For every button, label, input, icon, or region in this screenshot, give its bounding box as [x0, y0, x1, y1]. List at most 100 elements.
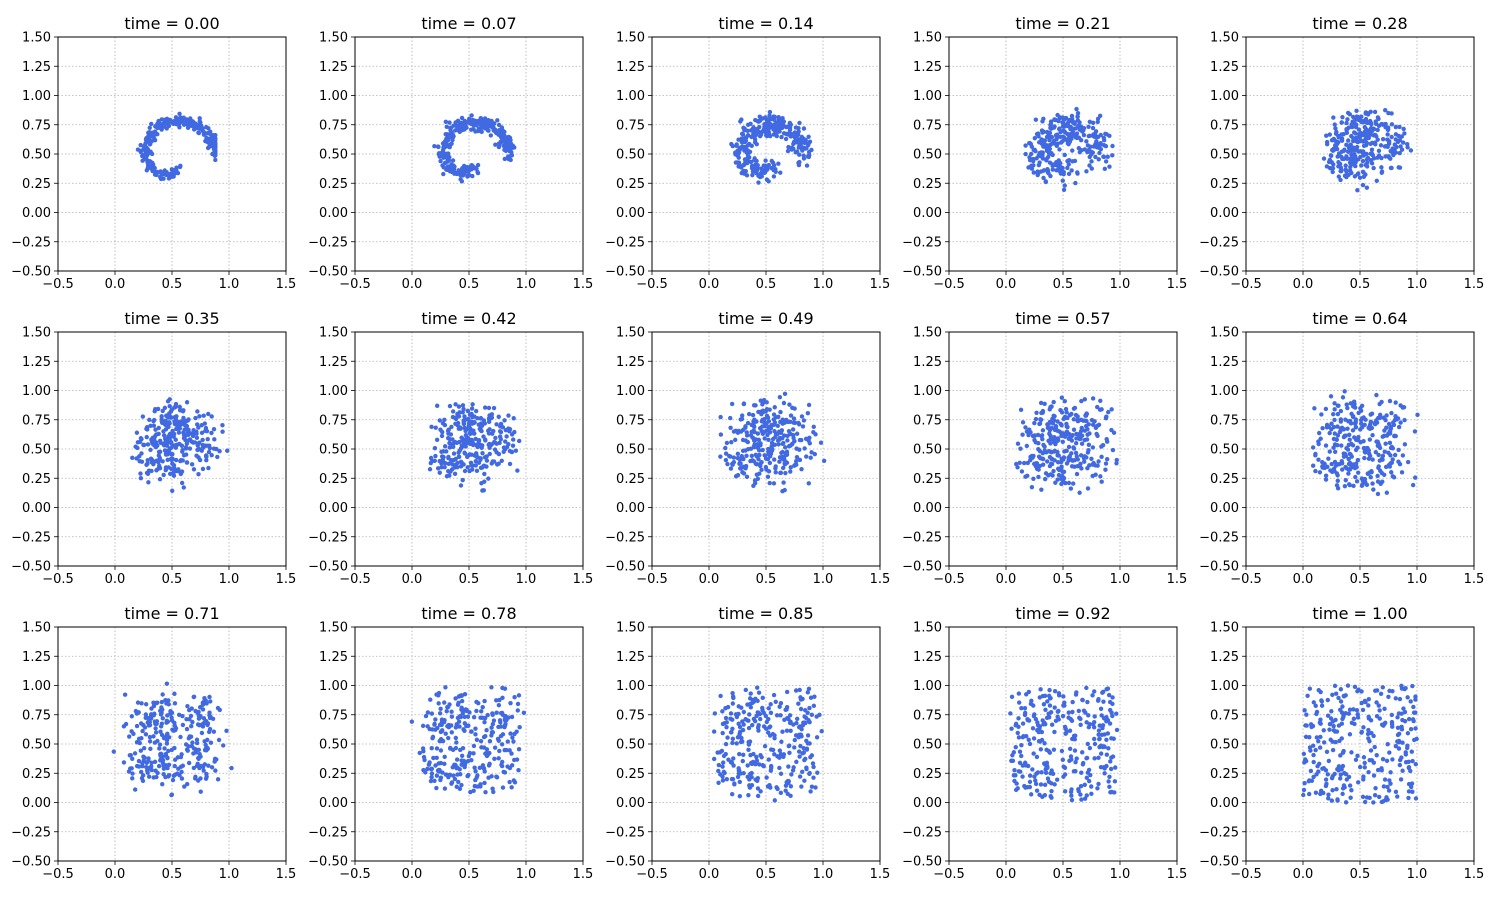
scatter-point: [737, 460, 743, 465]
scatter-point: [1089, 166, 1094, 171]
scatter-point: [766, 469, 772, 474]
scatter-point: [497, 429, 503, 434]
scatter-point: [169, 747, 174, 753]
scatter-point: [821, 458, 827, 463]
scatter-point: [462, 692, 468, 697]
scatter-point: [1103, 467, 1108, 472]
scatter-point: [1096, 781, 1101, 787]
x-tick-label: 0.0: [402, 867, 423, 882]
scatter-point: [136, 764, 142, 769]
scatter-point: [764, 719, 769, 725]
scatter-point: [763, 464, 769, 470]
scatter-point: [200, 466, 206, 472]
scatter-point: [1094, 431, 1099, 437]
scatter-point: [1045, 129, 1050, 135]
scatter-point: [148, 447, 153, 453]
scatter-point: [1043, 707, 1048, 713]
scatter-point: [1389, 470, 1394, 475]
x-tick-label: 0.5: [459, 277, 480, 292]
x-tick-label: −0.5: [339, 277, 371, 292]
scatter-point: [182, 433, 187, 439]
scatter-point: [167, 171, 172, 177]
scatter-point: [1049, 788, 1054, 794]
scatter-point: [754, 168, 759, 174]
scatter-point: [1389, 111, 1394, 116]
scatter-point: [1323, 443, 1329, 448]
scatter-point: [1365, 111, 1370, 116]
scatter-point: [1383, 441, 1388, 446]
scatter-point: [1364, 164, 1370, 169]
scatter-point: [190, 431, 196, 436]
scatter-point: [1354, 108, 1359, 114]
scatter-point: [1087, 119, 1093, 125]
scatter-point: [1016, 716, 1021, 721]
scatter-point: [164, 741, 170, 746]
scatter-point: [1066, 157, 1072, 163]
scatter-point: [1374, 688, 1380, 693]
scatter-point: [782, 433, 787, 438]
scatter-point: [484, 454, 489, 459]
scatter-point: [440, 458, 445, 463]
scatter-point: [723, 457, 729, 463]
scatter-point: [791, 765, 796, 770]
scatter-point: [767, 480, 772, 486]
scatter-point: [1038, 687, 1043, 692]
scatter-point: [746, 411, 752, 417]
y-tick-label: 0.75: [1210, 118, 1239, 133]
x-tick-label: 1.0: [813, 277, 834, 292]
scatter-point: [472, 165, 478, 171]
scatter-point: [755, 698, 760, 704]
x-tick-label: 1.0: [219, 867, 240, 882]
scatter-point: [481, 488, 487, 493]
scatter-point: [1072, 120, 1077, 125]
scatter-point: [1372, 422, 1378, 427]
scatter-point: [753, 452, 759, 458]
scatter-point: [737, 793, 743, 799]
scatter-point: [749, 761, 755, 767]
scatter-point: [1369, 147, 1375, 152]
scatter-point: [809, 712, 815, 718]
scatter-point: [198, 789, 203, 794]
scatter-point: [201, 716, 207, 721]
scatter-point: [460, 477, 465, 483]
x-tick-label: 1.0: [1110, 572, 1131, 587]
scatter-point: [724, 440, 730, 446]
y-tick-label: 0.25: [913, 472, 942, 487]
y-tick-label: −0.25: [11, 530, 51, 545]
scatter-point: [1075, 114, 1080, 119]
x-tick-label: −0.5: [1230, 572, 1262, 587]
scatter-point: [1016, 691, 1022, 696]
scatter-point: [1066, 431, 1072, 437]
scatter-point: [775, 423, 780, 429]
scatter-point: [142, 152, 147, 158]
scatter-point: [439, 433, 445, 439]
y-tick-label: 0.25: [319, 177, 348, 192]
scatter-point: [792, 438, 797, 444]
y-tick-label: −0.25: [308, 825, 348, 840]
scatter-point: [1064, 729, 1069, 735]
scatter-point: [1382, 449, 1387, 454]
scatter-point: [474, 451, 479, 457]
scatter-point: [1028, 151, 1034, 157]
scatter-point: [1071, 406, 1077, 411]
scatter-point: [1396, 424, 1402, 430]
scatter-point: [417, 750, 422, 756]
scatter-point: [200, 702, 206, 707]
scatter-point: [184, 747, 190, 752]
y-tick-label: 1.00: [1210, 384, 1239, 399]
scatter-point: [474, 737, 480, 742]
scatter-point: [1076, 788, 1081, 794]
scatter-point: [746, 747, 751, 753]
scatter-point: [720, 730, 725, 736]
scatter-point: [762, 124, 767, 129]
scatter-point: [209, 453, 214, 458]
scatter-point: [801, 126, 807, 131]
scatter-point: [711, 756, 717, 762]
scatter-point: [790, 427, 796, 432]
scatter-point: [161, 472, 166, 478]
scatter-point: [1059, 410, 1065, 415]
scatter-point: [785, 433, 790, 439]
scatter-point: [1378, 691, 1384, 697]
scatter-point: [1023, 761, 1028, 766]
scatter-point: [1347, 451, 1353, 457]
